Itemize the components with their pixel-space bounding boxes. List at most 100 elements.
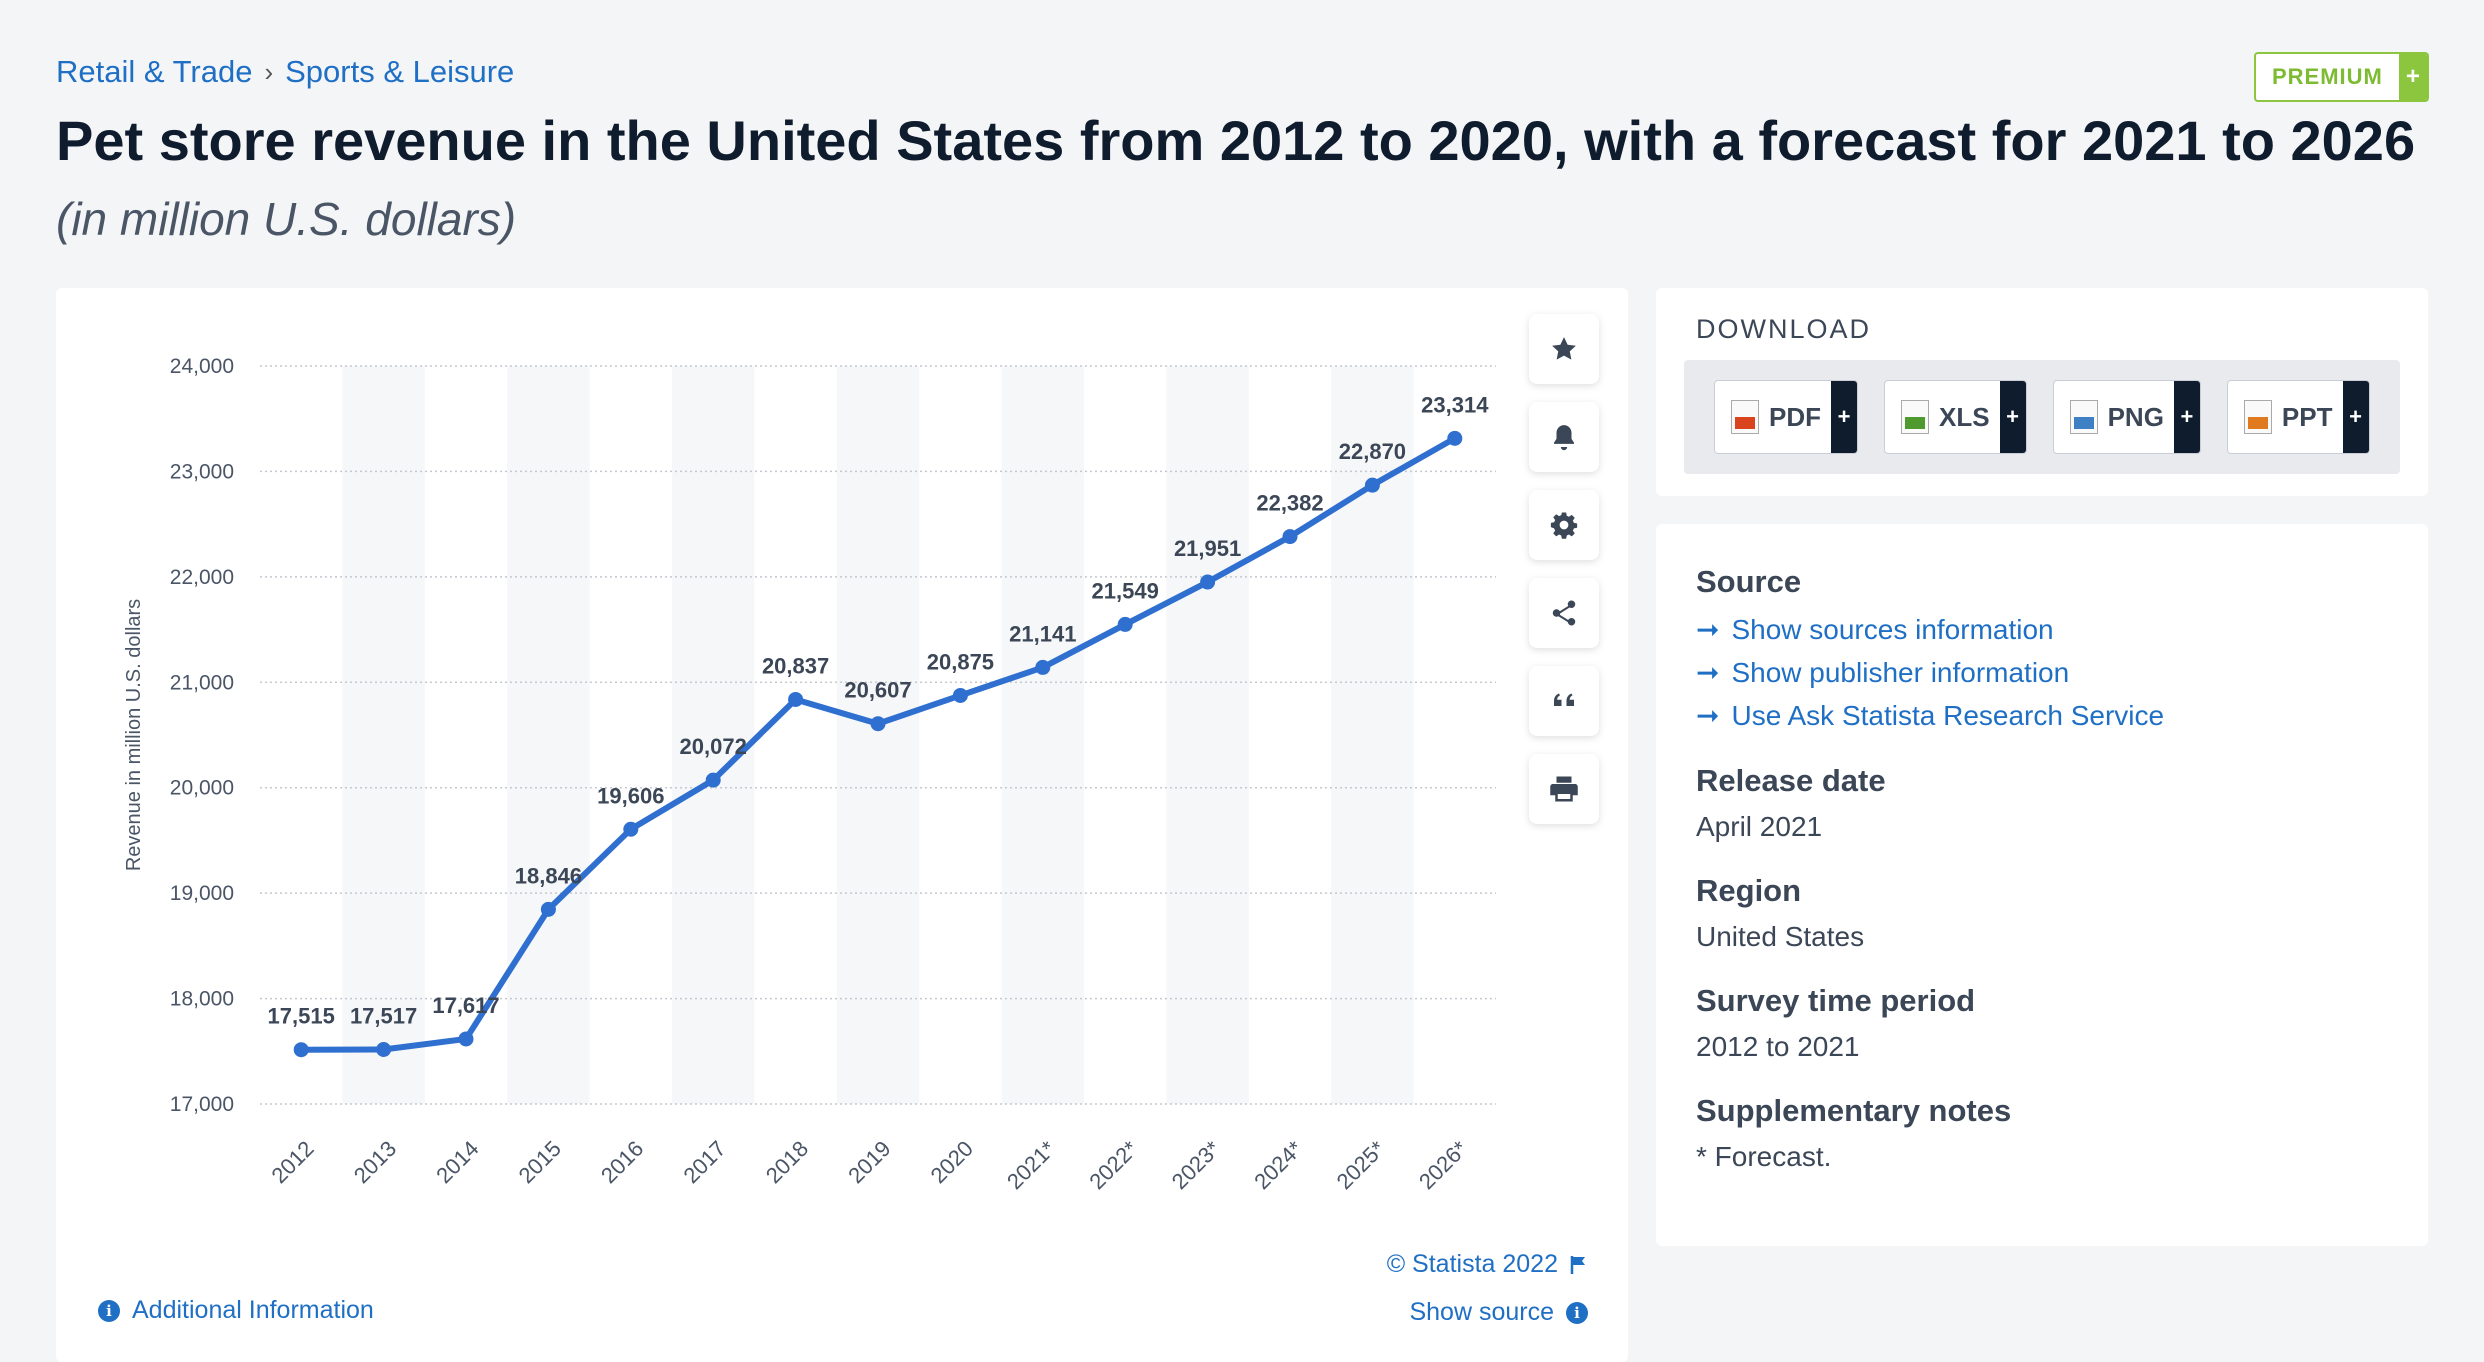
premium-label: PREMIUM — [2272, 64, 2383, 89]
share-button[interactable] — [1529, 578, 1599, 648]
survey-period-value: 2012 to 2021 — [1696, 1031, 1860, 1062]
arrow-right-icon: ➞ — [1696, 657, 1720, 688]
y-tick-label: 18,000 — [170, 988, 234, 1011]
column-band — [836, 366, 920, 1104]
download-pdf-button[interactable]: PDF + — [1714, 380, 1858, 454]
source-card: Source ➞ Show sources information ➞ Show p… — [1656, 524, 2428, 1246]
data-label: 20,072 — [680, 734, 747, 759]
flag-icon — [1570, 1255, 1585, 1274]
column-band — [1001, 366, 1084, 1104]
region-value: United States — [1696, 921, 1865, 952]
star-icon — [1552, 337, 1576, 360]
data-point — [870, 716, 886, 732]
cite-button[interactable] — [1529, 666, 1599, 736]
data-point — [1035, 659, 1051, 675]
ask-statista-text: Use Ask Statista Research Service — [1731, 700, 2165, 731]
download-xls-label: XLS — [1939, 401, 1990, 432]
download-ppt-plus: + — [2342, 381, 2369, 453]
ask-statista-link[interactable]: ➞ Use Ask Statista Research Service — [1696, 694, 2388, 737]
show-sources-link[interactable]: ➞ Show sources information — [1696, 608, 2388, 651]
data-label: 20,875 — [927, 649, 994, 674]
data-label: 21,549 — [1092, 578, 1159, 603]
line-chart: 17,000 18,000 19,000 20,000 21,000 22,000 23,0… — [123, 355, 1496, 1195]
premium-plus: + — [2398, 54, 2427, 100]
y-tick-label: 17,000 — [170, 1093, 234, 1116]
source-heading: Source — [1696, 564, 1802, 599]
y-tick-label: 21,000 — [170, 671, 234, 694]
pdf-file-icon — [1731, 400, 1759, 434]
data-point — [1447, 430, 1463, 446]
x-tick-label: 2020 — [926, 1136, 978, 1188]
data-point — [376, 1041, 392, 1057]
premium-badge[interactable]: PREMIUM + — [2254, 52, 2429, 102]
data-point — [1200, 574, 1216, 590]
x-tick-label: 2016 — [596, 1136, 648, 1188]
breadcrumb: Retail & Trade › Sports & Leisure — [56, 54, 514, 90]
breadcrumb-link-retail-trade[interactable]: Retail & Trade — [56, 54, 253, 89]
download-card: DOWNLOAD PDF + XLS + PNG + — [1656, 288, 2428, 496]
share-icon — [1552, 600, 1576, 626]
download-xls-plus: + — [1999, 381, 2026, 453]
data-label: 22,382 — [1256, 491, 1323, 516]
breadcrumb-separator: › — [264, 56, 274, 87]
settings-button[interactable] — [1529, 490, 1599, 560]
data-point — [705, 772, 721, 788]
data-point — [1364, 477, 1380, 493]
gear-icon — [1550, 512, 1578, 539]
download-png-plus: + — [2173, 381, 2200, 453]
y-tick-label: 22,000 — [170, 566, 234, 589]
favorite-button[interactable] — [1529, 314, 1599, 384]
download-title: DOWNLOAD — [1696, 314, 1872, 344]
release-date-label: Release date — [1696, 763, 1886, 798]
data-point — [458, 1031, 474, 1047]
data-point — [540, 901, 556, 917]
data-label: 21,141 — [1009, 621, 1076, 646]
download-png-button[interactable]: PNG + — [2052, 380, 2201, 454]
data-label: 18,846 — [515, 863, 582, 888]
x-tick-label: 2021* — [1002, 1136, 1061, 1195]
ppt-file-icon — [2243, 400, 2272, 434]
data-label: 20,837 — [762, 653, 829, 678]
page-title: Pet store revenue in the United States f… — [56, 109, 2416, 172]
x-tick-label: 2012 — [266, 1136, 318, 1188]
x-tick-label: 2023* — [1167, 1136, 1226, 1195]
column-band — [507, 366, 590, 1104]
show-source-link[interactable]: Show source i — [1409, 1298, 1588, 1327]
info-icon: i — [1566, 1301, 1588, 1324]
survey-period-label: Survey time period — [1696, 983, 1976, 1018]
download-ppt-button[interactable]: PPT + — [2226, 380, 2370, 454]
arrow-right-icon: ➞ — [1696, 700, 1720, 731]
region-label: Region — [1696, 873, 1802, 908]
y-tick-label: 24,000 — [170, 355, 234, 378]
download-xls-button[interactable]: XLS + — [1884, 380, 2027, 454]
print-button[interactable] — [1529, 754, 1599, 824]
breadcrumb-link-sports-leisure[interactable]: Sports & Leisure — [285, 54, 515, 89]
show-publisher-text: Show publisher information — [1731, 657, 2070, 688]
column-band — [672, 366, 755, 1104]
statista-copyright[interactable]: © Statista 2022 — [1387, 1250, 1588, 1279]
y-axis-label: Revenue in million U.S. dollars — [123, 599, 145, 871]
info-icon: i — [98, 1299, 120, 1322]
x-tick-label: 2019 — [843, 1136, 895, 1188]
data-point — [293, 1042, 309, 1058]
show-sources-text: Show sources information — [1731, 614, 2054, 645]
data-point — [623, 821, 639, 837]
y-tick-label: 23,000 — [170, 460, 234, 483]
x-tick-label: 2013 — [349, 1136, 401, 1188]
additional-information-link[interactable]: i Additional Information — [98, 1296, 374, 1325]
download-pdf-plus: + — [1831, 381, 1857, 453]
data-point — [1282, 529, 1298, 545]
download-ppt-label: PPT — [2281, 401, 2333, 432]
x-tick-label: 2015 — [514, 1136, 566, 1188]
column-band — [1166, 366, 1249, 1104]
notification-button[interactable] — [1529, 402, 1599, 472]
show-source-text: Show source — [1409, 1298, 1554, 1326]
chart-toolbar — [1529, 314, 1599, 824]
data-point — [952, 687, 968, 703]
data-label: 21,951 — [1174, 536, 1241, 561]
print-icon — [1550, 776, 1578, 802]
show-publisher-link[interactable]: ➞ Show publisher information — [1696, 651, 2388, 694]
column-band — [342, 366, 425, 1104]
data-label: 17,515 — [268, 1004, 335, 1029]
additional-information-text: Additional Information — [132, 1296, 374, 1324]
